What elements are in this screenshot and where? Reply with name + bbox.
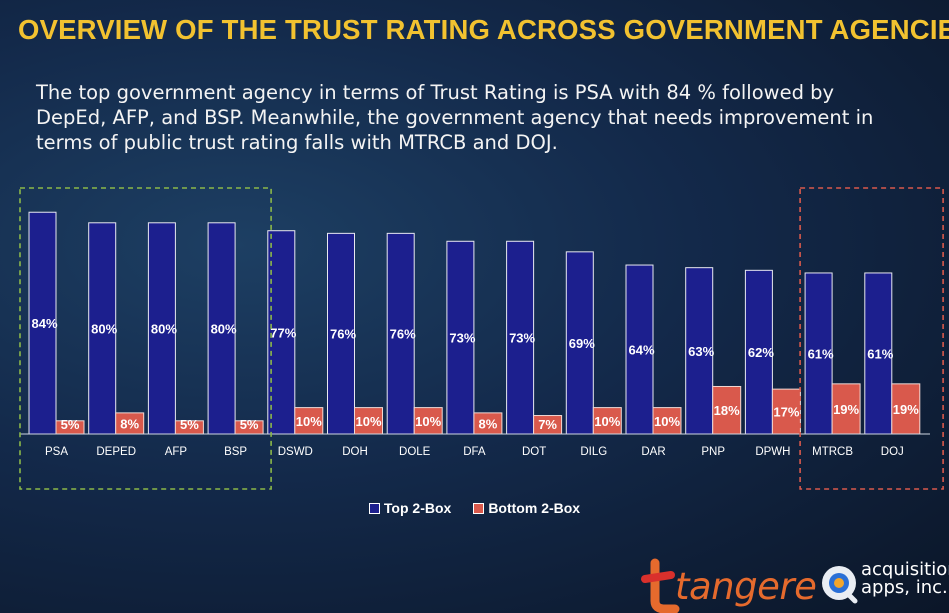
data-label-top2box-dfa: 73%	[449, 331, 475, 346]
data-label-bottom2box-dilg: 10%	[594, 414, 620, 429]
bar-top2box-deped	[88, 222, 117, 435]
data-label-bottom2box-dpwh: 17%	[773, 405, 799, 420]
acquisition-line2: apps, inc.	[861, 577, 948, 598]
bar-bottom2box-doh	[354, 407, 383, 435]
bar-bottom2box-doj	[891, 383, 921, 435]
data-label-bottom2box-deped: 8%	[120, 416, 139, 431]
brand-logos: tangere acquisition apps, inc.	[639, 553, 949, 613]
bar-top2box-dar	[625, 264, 654, 435]
legend-swatch-bottom2box	[473, 502, 485, 514]
bar-top2box-dot	[506, 240, 535, 435]
x-tick-label-dilg: DILG	[580, 446, 607, 458]
bar-top2box-afp	[147, 222, 176, 435]
x-tick-label-dswd: DSWD	[278, 446, 313, 458]
data-label-top2box-dar: 64%	[628, 343, 654, 358]
bar-top2box-dole	[386, 232, 415, 435]
data-label-top2box-dswd: 77%	[270, 325, 296, 340]
acquisition-line1: acquisition	[861, 559, 949, 580]
data-label-top2box-dot: 73%	[509, 331, 535, 346]
data-label-bottom2box-dar: 10%	[654, 414, 680, 429]
x-tick-label-dpwh: DPWH	[755, 446, 790, 458]
x-tick-label-mtrcb: MTRCB	[812, 446, 853, 458]
highlight-box-top-agencies	[19, 187, 272, 490]
data-label-bottom2box-dole: 10%	[415, 414, 441, 429]
bar-top2box-bsp	[207, 222, 236, 435]
data-label-bottom2box-dswd: 10%	[296, 414, 322, 429]
bar-bottom2box-dpwh	[771, 388, 801, 435]
data-label-top2box-afp: 80%	[151, 321, 177, 336]
bar-top2box-doh	[327, 232, 355, 435]
bar-top2box-dilg	[565, 251, 594, 435]
tangere-wordmark: tangere	[675, 565, 817, 608]
legend-label-bottom2box: Bottom 2-Box	[488, 500, 581, 516]
data-label-top2box-psa: 84%	[31, 316, 57, 331]
tangere-logo-icon	[641, 558, 858, 613]
legend-swatch-top2box	[368, 502, 380, 514]
chart-legend: Top 2-Box Bottom 2-Box	[0, 500, 949, 516]
data-label-top2box-deped: 80%	[91, 321, 117, 336]
x-tick-label-dole: DOLE	[399, 446, 431, 458]
bar-bottom2box-dar	[652, 407, 682, 435]
data-label-bottom2box-dot: 7%	[538, 417, 557, 432]
data-label-top2box-doh: 76%	[330, 327, 356, 342]
bar-top2box-pnp	[685, 267, 714, 435]
data-label-top2box-doj: 61%	[867, 346, 893, 361]
data-label-bottom2box-pnp: 18%	[714, 403, 740, 418]
data-label-bottom2box-doh: 10%	[355, 414, 381, 429]
legend-item-top2box: Top 2-Box	[368, 500, 452, 516]
data-label-top2box-dpwh: 62%	[748, 345, 774, 360]
data-label-bottom2box-psa: 5%	[61, 417, 80, 432]
data-label-bottom2box-doj: 19%	[893, 402, 919, 417]
x-tick-label-dfa: DFA	[463, 446, 486, 458]
x-tick-label-psa: PSA	[45, 446, 68, 458]
x-tick-label-afp: AFP	[165, 446, 188, 458]
bar-top2box-mtrcb	[804, 272, 833, 435]
legend-label-top2box: Top 2-Box	[383, 500, 452, 516]
data-label-top2box-mtrcb: 61%	[808, 346, 834, 361]
bar-bottom2box-mtrcb	[831, 383, 861, 435]
bar-bottom2box-pnp	[712, 385, 742, 435]
data-label-top2box-bsp: 80%	[211, 321, 237, 336]
data-label-bottom2box-afp: 5%	[180, 417, 199, 432]
x-tick-label-bsp: BSP	[224, 446, 247, 458]
x-tick-label-dar: DAR	[641, 446, 665, 458]
legend-item-bottom2box: Bottom 2-Box	[473, 500, 580, 516]
bar-top2box-psa	[28, 211, 57, 435]
x-tick-label-doj: DOJ	[881, 446, 904, 458]
x-tick-label-pnp: PNP	[701, 446, 725, 458]
data-label-bottom2box-dfa: 8%	[479, 416, 498, 431]
data-label-top2box-dilg: 69%	[569, 336, 595, 351]
data-label-top2box-pnp: 63%	[688, 344, 714, 359]
bar-top2box-dswd	[267, 230, 296, 435]
bar-bottom2box-dilg	[592, 407, 622, 435]
highlight-box-bottom-agencies	[799, 187, 944, 490]
x-tick-label-deped: DEPED	[96, 446, 136, 458]
bar-top2box-dfa	[446, 240, 475, 435]
data-label-bottom2box-bsp: 5%	[240, 417, 259, 432]
x-tick-label-doh: DOH	[342, 446, 368, 458]
page-title: OVERVIEW OF THE TRUST RATING ACROSS GOVE…	[18, 14, 949, 45]
bar-top2box-doj	[864, 272, 893, 435]
x-tick-label-dot: DOT	[522, 446, 546, 458]
data-label-top2box-dole: 76%	[390, 327, 416, 342]
acquisition-wordmark: acquisition apps, inc.	[861, 561, 949, 597]
data-label-bottom2box-mtrcb: 19%	[833, 402, 859, 417]
summary-text: The top government agency in terms of Tr…	[36, 81, 874, 154]
